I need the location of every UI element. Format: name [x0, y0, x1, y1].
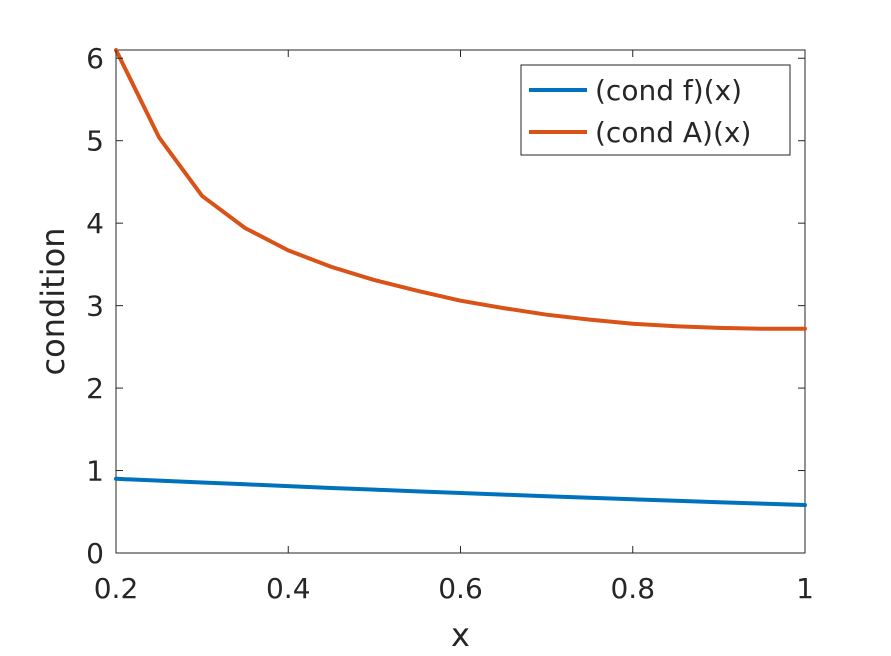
y-axis-label: condition	[34, 228, 72, 376]
x-tick-label: 0.4	[266, 572, 311, 605]
y-tick-label: 1	[86, 455, 104, 488]
y-tick-label: 2	[86, 372, 104, 405]
series-line-1	[114, 476, 807, 508]
x-tick-label: 0.8	[610, 572, 655, 605]
legend-box	[520, 64, 791, 156]
ticks-layer: 0.2 0.4 0.6 0.8 1 0 1 2 3 4 5 6	[86, 42, 814, 605]
series-layer	[114, 48, 807, 508]
y-tick-label: 6	[86, 42, 104, 75]
x-tick-label: 0.2	[94, 572, 139, 605]
legend-label-2: (cond A)(x)	[595, 116, 751, 149]
legend-label-1: (cond f)(x)	[595, 74, 742, 107]
y-tick-label: 4	[86, 207, 104, 240]
y-tick-label: 0	[86, 537, 104, 570]
x-tick-label: 1	[796, 572, 814, 605]
x-axis-label: x	[451, 616, 470, 654]
y-tick-label: 5	[86, 125, 104, 158]
x-tick-label: 0.6	[438, 572, 483, 605]
legend: (cond f)(x) (cond A)(x)	[520, 64, 791, 156]
y-tick-label: 3	[86, 290, 104, 323]
series-line-2	[114, 48, 807, 331]
